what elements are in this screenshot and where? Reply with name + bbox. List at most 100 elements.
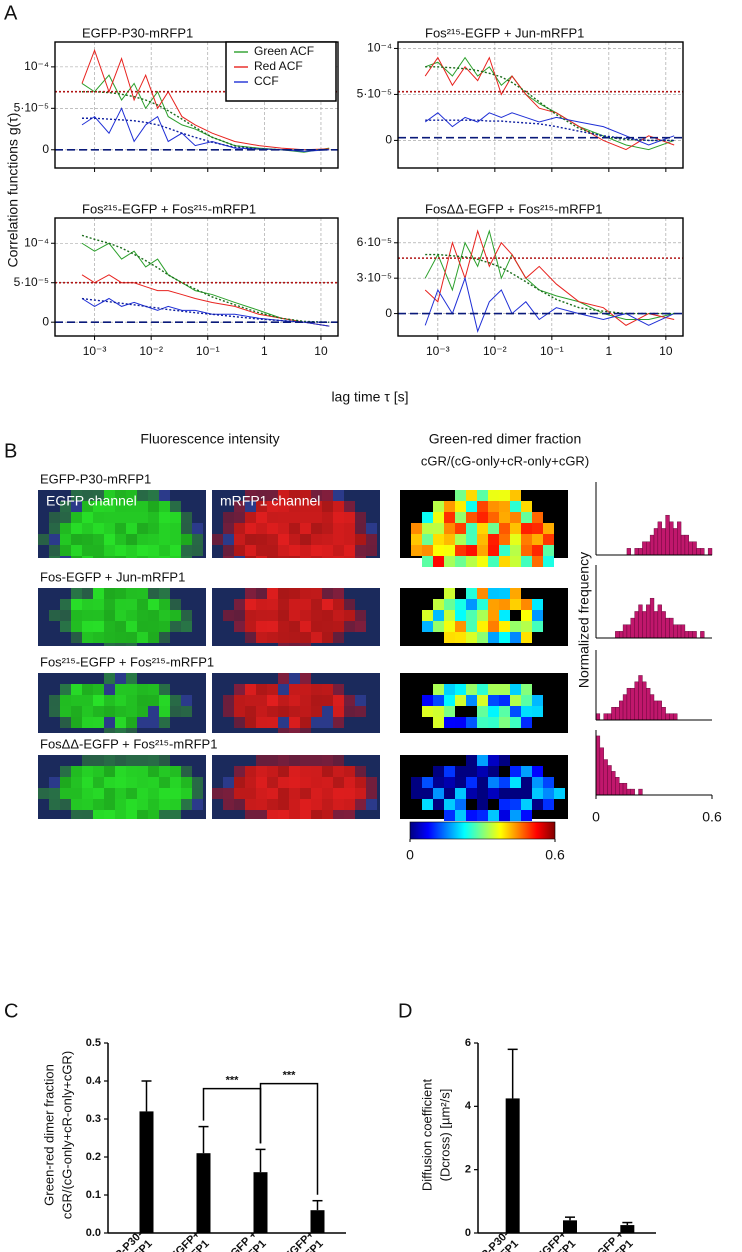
green-pixel bbox=[104, 695, 115, 706]
green-pixel bbox=[137, 810, 148, 819]
dimer-pixel bbox=[521, 695, 532, 706]
histogram-bar bbox=[630, 687, 635, 721]
green-pixel bbox=[148, 632, 159, 643]
histogram-bar bbox=[688, 541, 693, 556]
green-pixel bbox=[126, 788, 137, 799]
red-pixel bbox=[300, 545, 311, 556]
x-tick-label: 10⁻² bbox=[483, 344, 507, 358]
red-pixel bbox=[267, 632, 278, 643]
green-pixel bbox=[170, 766, 181, 777]
y-tick-label: 10⁻⁴ bbox=[24, 59, 49, 73]
red-pixel bbox=[333, 610, 344, 621]
red-pixel bbox=[300, 599, 311, 610]
green-pixel bbox=[49, 695, 60, 706]
green-pixel bbox=[137, 490, 148, 501]
red-pixel bbox=[322, 501, 333, 512]
green-pixel bbox=[170, 621, 181, 632]
histogram-bar bbox=[638, 548, 643, 556]
histogram-bar bbox=[622, 694, 628, 721]
red-pixel bbox=[234, 610, 245, 621]
red-pixel bbox=[267, 755, 278, 766]
dimer-pixel bbox=[488, 777, 499, 788]
green-pixel bbox=[71, 599, 82, 610]
series-line bbox=[81, 274, 330, 327]
green-pixel bbox=[93, 755, 104, 766]
red-pixel bbox=[234, 523, 245, 534]
red-pixel bbox=[278, 512, 289, 523]
plot-title: FosΔΔ-EGFP + Fos²¹⁵-mRFP1 bbox=[425, 201, 602, 216]
histogram-bar bbox=[646, 541, 651, 556]
dimer-pixel bbox=[422, 706, 433, 717]
green-pixel bbox=[38, 534, 49, 545]
colorbar-label: 0 bbox=[406, 847, 414, 863]
red-pixel bbox=[333, 534, 344, 545]
green-pixel bbox=[104, 501, 115, 512]
row-label: EGFP-P30-mRFP1 bbox=[40, 471, 151, 486]
dimer-pixel bbox=[433, 695, 444, 706]
dimer-pixel bbox=[466, 810, 477, 821]
red-pixel bbox=[322, 588, 333, 599]
x-tick-label: 10⁻² bbox=[139, 344, 163, 358]
green-pixel bbox=[93, 684, 104, 695]
green-pixel bbox=[126, 523, 137, 534]
red-pixel bbox=[256, 706, 267, 717]
green-pixel bbox=[82, 610, 93, 621]
red-pixel bbox=[278, 556, 289, 558]
red-pixel bbox=[223, 777, 234, 788]
green-pixel bbox=[148, 621, 159, 632]
green-pixel bbox=[104, 799, 115, 810]
dimer-pixel bbox=[543, 556, 554, 567]
red-pixel bbox=[333, 621, 344, 632]
dimer-pixel bbox=[455, 788, 466, 799]
green-pixel bbox=[71, 706, 82, 717]
green-pixel bbox=[148, 777, 159, 788]
green-pixel bbox=[170, 556, 181, 558]
dimer-pixel bbox=[466, 706, 477, 717]
y-tick-label: 5·10⁻⁵ bbox=[14, 275, 49, 289]
green-pixel bbox=[126, 755, 137, 766]
green-pixel bbox=[126, 673, 137, 684]
dimer-pixel bbox=[521, 534, 532, 545]
red-pixel bbox=[289, 706, 300, 717]
red-pixel bbox=[278, 632, 289, 643]
red-pixel bbox=[245, 621, 256, 632]
dimer-pixel bbox=[444, 621, 455, 632]
green-pixel bbox=[115, 588, 126, 599]
red-pixel bbox=[256, 788, 267, 799]
red-pixel bbox=[333, 684, 344, 695]
green-pixel bbox=[181, 799, 192, 810]
green-pixel bbox=[104, 588, 115, 599]
green-pixel bbox=[181, 706, 192, 717]
green-pixel bbox=[137, 799, 148, 810]
red-pixel bbox=[245, 695, 256, 706]
green-pixel bbox=[93, 632, 104, 643]
red-pixel bbox=[311, 621, 322, 632]
red-pixel bbox=[311, 717, 322, 728]
red-pixel bbox=[267, 810, 278, 819]
red-pixel bbox=[322, 777, 333, 788]
dimer-pixel bbox=[488, 610, 499, 621]
series-line bbox=[424, 112, 675, 146]
dimer-pixel bbox=[532, 556, 543, 567]
green-pixel bbox=[192, 799, 203, 810]
red-pixel bbox=[311, 766, 322, 777]
green-pixel bbox=[104, 490, 115, 501]
red-pixel bbox=[278, 695, 289, 706]
green-pixel bbox=[82, 621, 93, 632]
red-pixel bbox=[344, 799, 355, 810]
green-pixel bbox=[71, 588, 82, 599]
green-pixel bbox=[49, 706, 60, 717]
red-pixel bbox=[256, 695, 267, 706]
dimer-pixel bbox=[433, 777, 444, 788]
red-pixel bbox=[256, 799, 267, 810]
red-pixel bbox=[278, 684, 289, 695]
green-pixel bbox=[159, 788, 170, 799]
red-pixel bbox=[256, 632, 267, 643]
green-pixel bbox=[170, 610, 181, 621]
green-pixel bbox=[192, 545, 203, 556]
green-pixel bbox=[192, 788, 203, 799]
histogram-bar bbox=[603, 759, 608, 796]
green-pixel bbox=[126, 643, 137, 646]
histogram-bar bbox=[692, 631, 697, 639]
